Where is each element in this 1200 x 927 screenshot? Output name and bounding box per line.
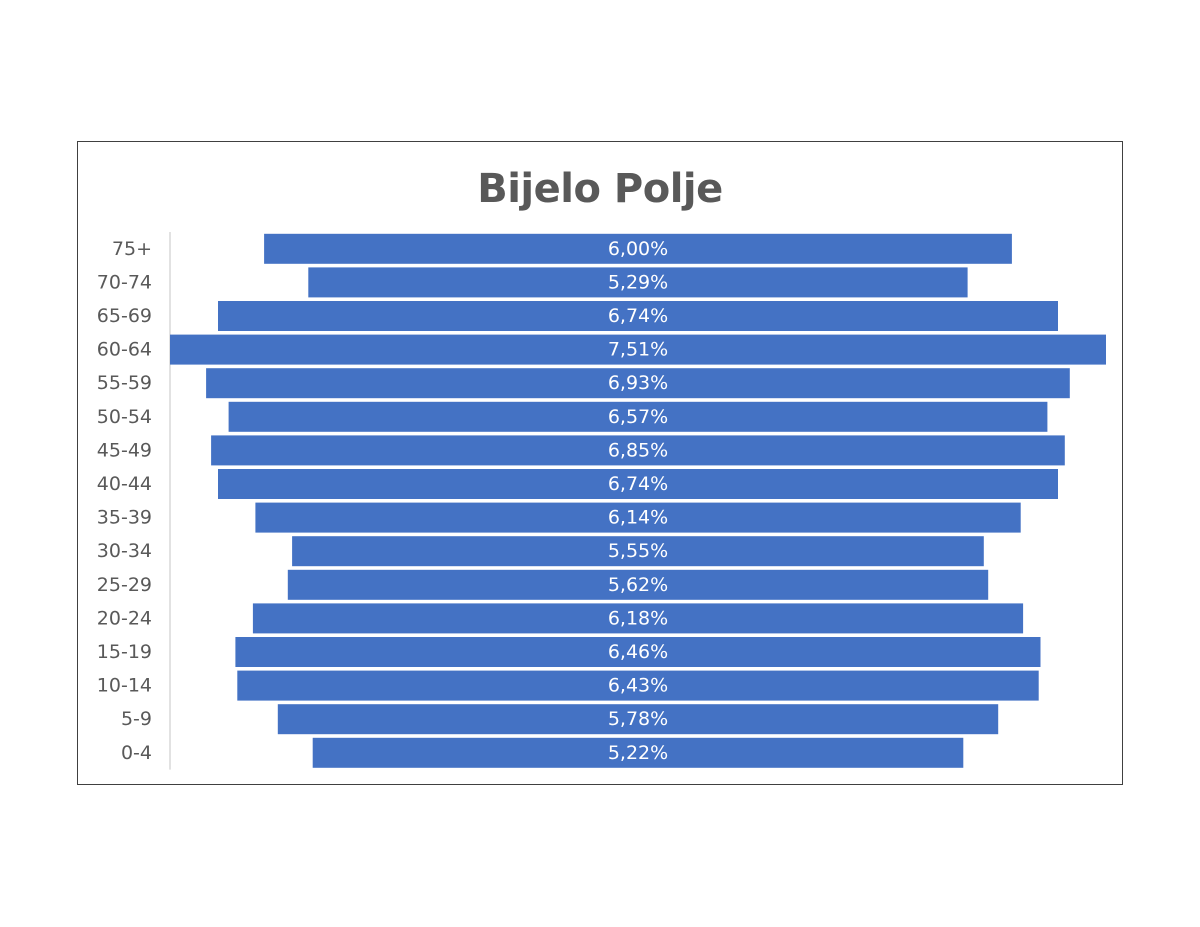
data-label-70-74: 5,29% <box>608 271 668 293</box>
category-label-65-69: 65-69 <box>97 305 152 327</box>
data-label-65-69: 6,74% <box>608 305 668 327</box>
data-label-60-64: 7,51% <box>608 339 668 361</box>
data-label-40-44: 6,74% <box>608 473 668 495</box>
category-label-5-9: 5-9 <box>121 708 152 730</box>
bar-45-49 <box>211 435 1065 466</box>
category-label-45-49: 45-49 <box>97 439 152 461</box>
bar-15-19 <box>235 637 1041 667</box>
bar-10-14 <box>237 670 1039 701</box>
data-label-55-59: 6,93% <box>608 372 668 394</box>
bar-35-39 <box>255 502 1021 533</box>
bar-55-59 <box>206 368 1070 399</box>
category-label-55-59: 55-59 <box>97 372 152 394</box>
bar-20-24 <box>252 603 1024 634</box>
category-label-70-74: 70-74 <box>97 271 152 293</box>
category-label-60-64: 60-64 <box>97 339 152 361</box>
bar-30-34 <box>292 536 984 567</box>
category-label-75+: 75+ <box>112 238 152 260</box>
data-label-20-24: 6,18% <box>608 607 668 629</box>
data-label-30-34: 5,55% <box>608 540 668 562</box>
bar-25-29 <box>287 569 989 600</box>
bar-65-69 <box>218 301 1058 331</box>
bar-5-9 <box>277 704 999 735</box>
bar-50-54 <box>228 401 1048 432</box>
plot-area: 75+ 6,00% 70-74 5,29% 65-69 6,74% 60-64 7,51% 55… <box>97 232 1106 770</box>
data-label-15-19: 6,46% <box>608 641 668 663</box>
data-label-25-29: 5,62% <box>608 574 668 596</box>
category-label-30-34: 30-34 <box>97 540 152 562</box>
bar-75+ <box>264 233 1012 264</box>
category-label-40-44: 40-44 <box>97 473 152 495</box>
category-label-10-14: 10-14 <box>97 675 152 697</box>
bar-40-44 <box>218 469 1058 499</box>
category-label-35-39: 35-39 <box>97 507 152 529</box>
category-label-25-29: 25-29 <box>97 574 152 596</box>
bar-60-64 <box>170 334 1106 365</box>
bar-70-74 <box>308 267 968 298</box>
bar-0-4 <box>312 737 964 768</box>
data-label-75+: 6,00% <box>608 238 668 260</box>
category-label-20-24: 20-24 <box>97 607 152 629</box>
category-label-15-19: 15-19 <box>97 641 152 663</box>
data-label-50-54: 6,57% <box>608 406 668 428</box>
data-label-5-9: 5,78% <box>608 708 668 730</box>
category-label-50-54: 50-54 <box>97 406 152 428</box>
chart-frame: Bijelo Polje 75+ 6,00% 70-74 5,29% 65-69 6,74… <box>77 141 1123 785</box>
data-label-35-39: 6,14% <box>608 507 668 529</box>
data-label-45-49: 6,85% <box>608 439 668 461</box>
data-label-0-4: 5,22% <box>608 742 668 764</box>
chart-title: Bijelo Polje <box>477 166 723 212</box>
data-label-10-14: 6,43% <box>608 675 668 697</box>
category-label-0-4: 0-4 <box>121 742 152 764</box>
